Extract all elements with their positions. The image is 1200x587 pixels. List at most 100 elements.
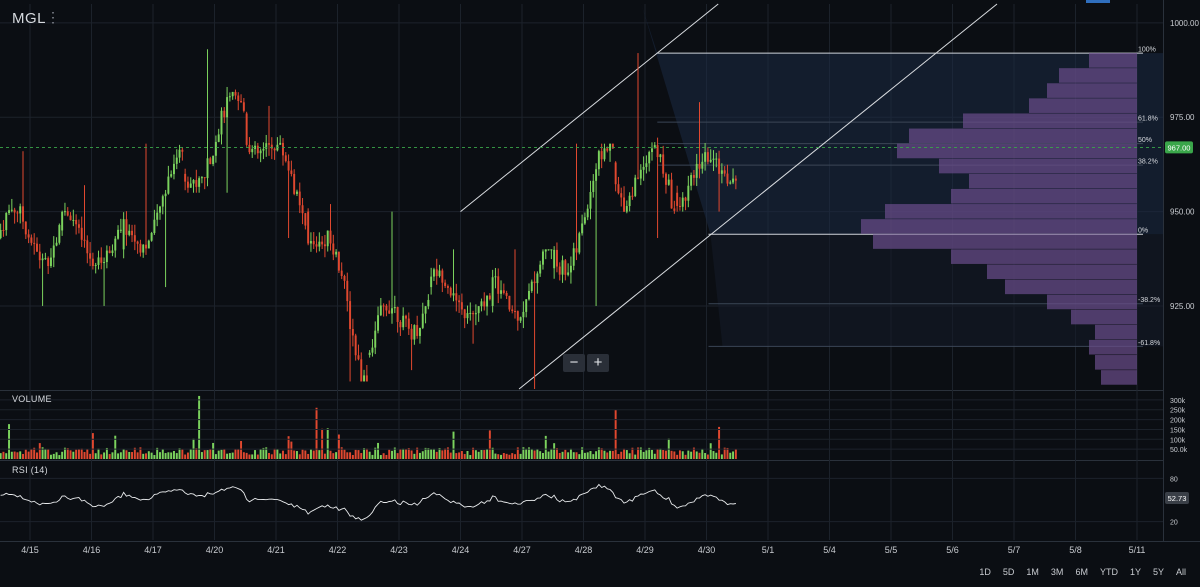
candle-body	[195, 180, 198, 187]
volume-bar	[103, 452, 106, 459]
volume-bar	[268, 452, 270, 459]
volume-bar	[651, 449, 653, 459]
volume-bar	[500, 454, 503, 459]
ticker-menu-icon[interactable]: ⋮	[46, 9, 60, 25]
candle-body	[416, 325, 419, 336]
candle-body	[494, 276, 497, 278]
volume-tick-label: 50.0k	[1170, 447, 1188, 454]
x-tick-label: 4/17	[144, 545, 162, 555]
volume-bar	[69, 450, 72, 459]
rsi-line	[0, 483, 736, 521]
range-5y-button[interactable]: 5Y	[1152, 567, 1164, 577]
candle-body	[119, 229, 122, 231]
range-ytd-button[interactable]: YTD	[1099, 567, 1118, 577]
candle-body	[609, 143, 612, 151]
volume-bar	[170, 452, 173, 459]
candle-body	[282, 142, 284, 156]
candle-body	[133, 235, 136, 242]
candle-body	[432, 269, 435, 277]
volume-bar	[734, 449, 737, 459]
candle-body	[268, 143, 270, 145]
volume-bar	[10, 451, 13, 459]
volume-bar	[150, 452, 153, 459]
volume-bar	[139, 447, 142, 459]
volume-profile-bar	[1089, 339, 1137, 355]
candle-body	[206, 158, 209, 179]
volume-bar	[561, 451, 564, 459]
candle-body	[80, 227, 83, 240]
range-1y-button[interactable]: 1Y	[1129, 567, 1141, 577]
ticker-symbol[interactable]: MGL	[12, 10, 47, 27]
volume-bar	[391, 450, 393, 459]
range-5d-button[interactable]: 5D	[1002, 567, 1015, 577]
volume-tick-label: 250k	[1170, 408, 1186, 415]
candle-body	[502, 290, 505, 293]
volume-bar	[343, 449, 346, 459]
volume-bar	[511, 453, 514, 459]
price-tick-label: 925.00	[1170, 302, 1195, 311]
range-6m-button[interactable]: 6M	[1075, 567, 1088, 577]
volume-bar	[273, 448, 276, 459]
volume-bar	[133, 447, 136, 459]
range-1m-button[interactable]: 1M	[1026, 567, 1039, 577]
volume-bar	[474, 450, 477, 459]
candle-body	[676, 192, 679, 206]
candle-body	[192, 180, 195, 184]
candle-body	[564, 260, 567, 275]
zoom-in-button[interactable]: +	[587, 354, 609, 372]
top-scroll-indicator[interactable]	[1086, 0, 1110, 3]
volume-bar	[410, 450, 413, 459]
candle-body	[318, 241, 321, 247]
candle-body	[569, 265, 572, 273]
volume-bar	[164, 453, 167, 459]
candle-body	[58, 225, 61, 243]
volume-bar	[659, 448, 662, 459]
candle-body	[122, 219, 125, 250]
volume-bar	[30, 449, 33, 459]
candle-body	[184, 173, 187, 182]
volume-bar	[365, 448, 368, 459]
volume-bar	[117, 453, 120, 459]
volume-bar	[690, 451, 693, 459]
candle-body	[312, 241, 315, 245]
candle-body	[726, 173, 729, 184]
candle-body	[273, 148, 276, 151]
candle-body	[256, 145, 259, 154]
rsi-value-tag	[1165, 492, 1189, 505]
candle-body	[667, 179, 670, 185]
volume-bar	[75, 449, 78, 459]
candle-body	[511, 309, 514, 311]
volume-bar	[402, 448, 405, 459]
volume-bar	[357, 450, 360, 459]
volume-bar	[351, 454, 354, 459]
candle-body	[466, 313, 469, 319]
candle-body	[55, 242, 58, 246]
volume-bar	[438, 448, 441, 459]
volume-bar	[578, 454, 581, 459]
range-1d-button[interactable]: 1D	[979, 567, 991, 577]
volume-bar	[337, 434, 340, 459]
candle-body	[228, 96, 231, 98]
candle-body	[41, 258, 44, 261]
fib-level-label: 38.2%	[1138, 159, 1158, 166]
fib-level-label: -38.2%	[1138, 297, 1160, 304]
range-3m-button[interactable]: 3M	[1050, 567, 1064, 577]
volume-bar	[444, 448, 447, 459]
candle-body	[659, 154, 662, 158]
candle-body	[405, 315, 407, 319]
range-all-button[interactable]: All	[1175, 567, 1186, 577]
volume-bar	[455, 453, 458, 459]
volume-bar	[323, 453, 326, 459]
volume-bar	[237, 449, 240, 459]
volume-bar	[469, 455, 472, 459]
volume-profile-bar	[1095, 324, 1137, 340]
zoom-out-button[interactable]: −	[563, 354, 585, 372]
candle-body	[692, 175, 695, 178]
x-tick-label: 4/23	[390, 545, 408, 555]
candle-body	[89, 253, 92, 259]
candle-body	[653, 145, 656, 149]
volume-bar	[49, 454, 52, 459]
candle-body	[410, 328, 413, 340]
